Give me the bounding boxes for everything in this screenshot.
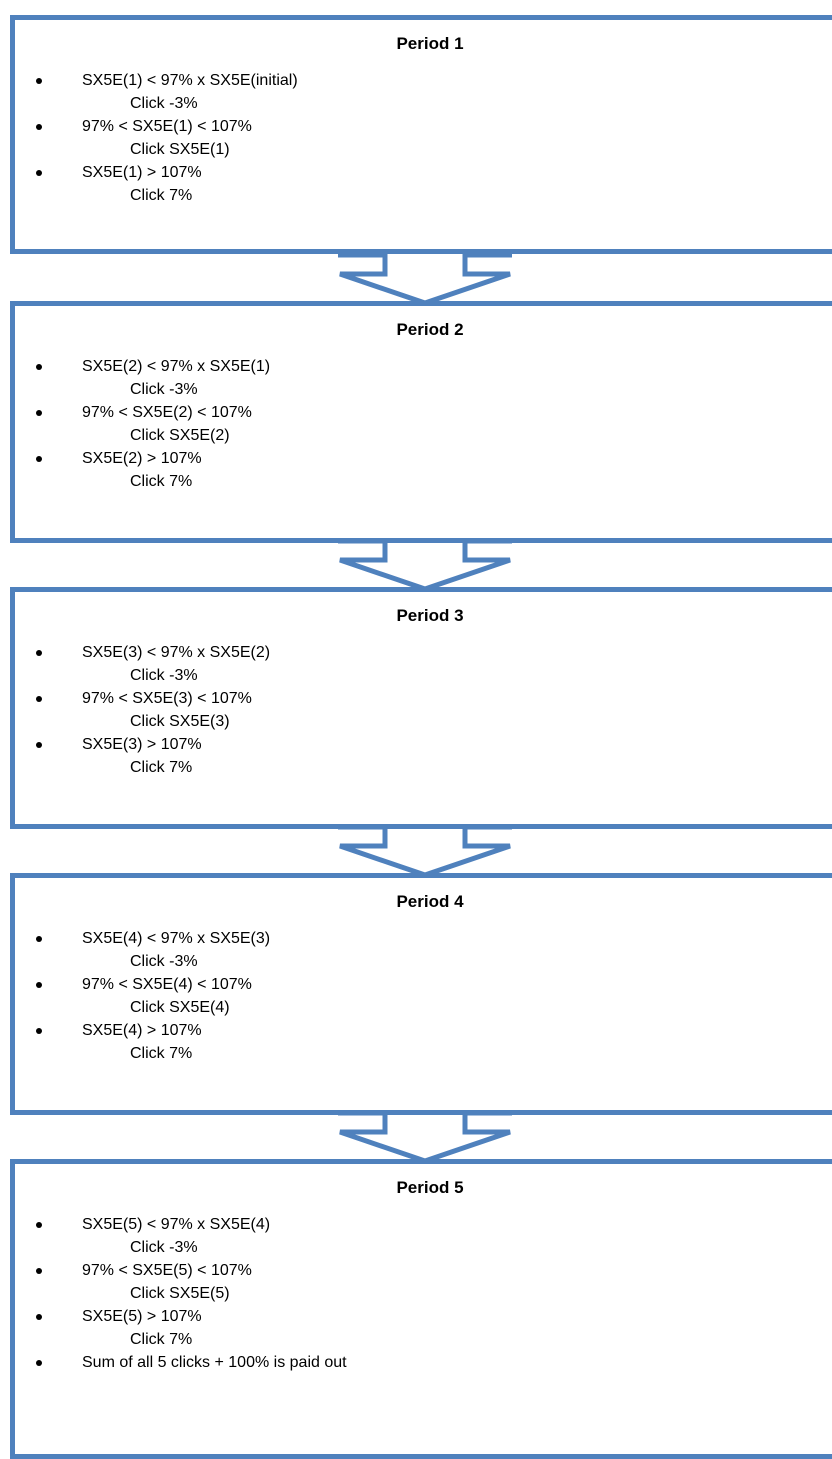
rule-item: SX5E(5) < 97% x SX5E(4) Click -3% [15,1213,347,1259]
rule-condition: 97% < SX5E(3) < 107% [82,690,252,707]
rule-item: SX5E(5) > 107% Click 7% [15,1305,347,1351]
period-5-box: Period 5 SX5E(5) < 97% x SX5E(4) Click -… [10,1159,832,1459]
rule-result: Click SX5E(5) [130,1285,230,1302]
bullet-icon [36,650,42,656]
rule-condition: 97% < SX5E(2) < 107% [82,404,252,421]
rule-item: SX5E(3) > 107% Click 7% [15,733,270,779]
bullet-icon [36,124,42,130]
bullet-icon [36,1222,42,1228]
rule-item: 97% < SX5E(4) < 107% Click SX5E(4) [15,973,270,1019]
bullet-icon [36,982,42,988]
bullet-icon [36,364,42,370]
bullet-icon [36,170,42,176]
rule-list: SX5E(3) < 97% x SX5E(2) Click -3% 97% < … [15,641,270,779]
rule-condition: SX5E(1) > 107% [82,164,202,181]
bullet-icon [36,456,42,462]
bullet-icon [36,78,42,84]
rule-result: Click 7% [130,1045,193,1062]
rule-result: Click SX5E(3) [130,713,230,730]
rule-item: SX5E(1) > 107% Click 7% [15,161,298,207]
rule-result: Click -3% [130,953,198,970]
rule-condition: SX5E(4) < 97% x SX5E(3) [82,930,271,947]
bullet-icon [36,1360,42,1366]
rule-result: Click 7% [130,473,193,490]
rule-list: SX5E(1) < 97% x SX5E(initial) Click -3% … [15,69,298,207]
rule-condition: SX5E(3) < 97% x SX5E(2) [82,644,271,661]
bullet-icon [36,1314,42,1320]
bullet-icon [36,1268,42,1274]
rule-result: Click 7% [130,187,193,204]
bullet-icon [36,1028,42,1034]
rule-condition: SX5E(3) > 107% [82,736,202,753]
rule-result: Click 7% [130,1331,193,1348]
rule-condition: SX5E(4) > 107% [82,1022,202,1039]
rule-list: SX5E(4) < 97% x SX5E(3) Click -3% 97% < … [15,927,270,1065]
rule-result: Click -3% [130,95,198,112]
rule-result: Click SX5E(4) [130,999,230,1016]
period-2-box: Period 2 SX5E(2) < 97% x SX5E(1) Click -… [10,301,832,543]
period-title: Period 1 [396,34,464,53]
rule-condition: 97% < SX5E(1) < 107% [82,118,252,135]
rule-item: SX5E(1) < 97% x SX5E(initial) Click -3% [15,69,298,115]
rule-condition: SX5E(5) > 107% [82,1308,202,1325]
period-title: Period 4 [396,892,464,911]
rule-item: 97% < SX5E(2) < 107% Click SX5E(2) [15,401,270,447]
period-1-box: Period 1 SX5E(1) < 97% x SX5E(initial) C… [10,15,832,254]
period-title: Period 3 [396,606,464,625]
rule-item: 97% < SX5E(1) < 107% Click SX5E(1) [15,115,298,161]
rule-item: 97% < SX5E(3) < 107% Click SX5E(3) [15,687,270,733]
rule-condition: 97% < SX5E(5) < 107% [82,1262,252,1279]
rule-item: SX5E(4) < 97% x SX5E(3) Click -3% [15,927,270,973]
period-3-box: Period 3 SX5E(3) < 97% x SX5E(2) Click -… [10,587,832,829]
rule-condition: SX5E(2) < 97% x SX5E(1) [82,358,271,375]
final-note: Sum of all 5 clicks + 100% is paid out [82,1354,347,1371]
rule-item: SX5E(3) < 97% x SX5E(2) Click -3% [15,641,270,687]
period-4-box: Period 4 SX5E(4) < 97% x SX5E(3) Click -… [10,873,832,1115]
rule-result: Click 7% [130,759,193,776]
rule-result: Click -3% [130,381,198,398]
rule-item: SX5E(2) < 97% x SX5E(1) Click -3% [15,355,270,401]
bullet-icon [36,936,42,942]
bullet-icon [36,742,42,748]
rule-list: SX5E(5) < 97% x SX5E(4) Click -3% 97% < … [15,1213,347,1374]
bullet-icon [36,696,42,702]
rule-item: 97% < SX5E(5) < 107% Click SX5E(5) [15,1259,347,1305]
rule-condition: SX5E(1) < 97% x SX5E(initial) [82,72,298,89]
bullet-icon [36,410,42,416]
period-title: Period 5 [396,1178,464,1197]
rule-condition: 97% < SX5E(4) < 107% [82,976,252,993]
rule-result: Click SX5E(1) [130,141,230,158]
rule-item: SX5E(4) > 107% Click 7% [15,1019,270,1065]
rule-result: Click -3% [130,1239,198,1256]
rule-result: Click -3% [130,667,198,684]
rule-item: SX5E(2) > 107% Click 7% [15,447,270,493]
rule-result: Click SX5E(2) [130,427,230,444]
rule-condition: SX5E(2) > 107% [82,450,202,467]
final-note-item: Sum of all 5 clicks + 100% is paid out [15,1351,347,1374]
rule-condition: SX5E(5) < 97% x SX5E(4) [82,1216,271,1233]
rule-list: SX5E(2) < 97% x SX5E(1) Click -3% 97% < … [15,355,270,493]
period-title: Period 2 [396,320,464,339]
